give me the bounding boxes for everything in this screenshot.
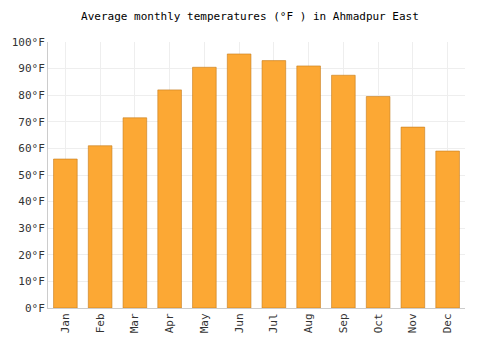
svg-text:Aug: Aug	[302, 313, 315, 333]
svg-text:Jul: Jul	[267, 313, 280, 333]
svg-text:40°F: 40°F	[18, 195, 45, 208]
svg-text:50°F: 50°F	[18, 169, 45, 182]
svg-text:Average monthly temperatures (: Average monthly temperatures (°F ) in Ah…	[81, 10, 419, 23]
svg-text:Jun: Jun	[233, 313, 246, 333]
svg-text:60°F: 60°F	[18, 142, 45, 155]
svg-text:Nov: Nov	[406, 313, 419, 333]
svg-text:Dec: Dec	[441, 313, 454, 333]
svg-text:Sep: Sep	[337, 313, 350, 333]
svg-text:Feb: Feb	[94, 313, 107, 333]
svg-text:10°F: 10°F	[18, 275, 45, 288]
svg-text:70°F: 70°F	[18, 116, 45, 129]
svg-text:Jan: Jan	[59, 313, 72, 333]
svg-text:Oct: Oct	[372, 313, 385, 333]
svg-text:0°F: 0°F	[25, 302, 45, 315]
svg-text:20°F: 20°F	[18, 249, 45, 262]
svg-text:80°F: 80°F	[18, 89, 45, 102]
svg-text:100°F: 100°F	[12, 36, 45, 49]
svg-text:May: May	[198, 313, 211, 333]
svg-text:30°F: 30°F	[18, 222, 45, 235]
svg-text:90°F: 90°F	[18, 62, 45, 75]
svg-text:Apr: Apr	[163, 313, 176, 333]
svg-text:Mar: Mar	[128, 313, 141, 333]
